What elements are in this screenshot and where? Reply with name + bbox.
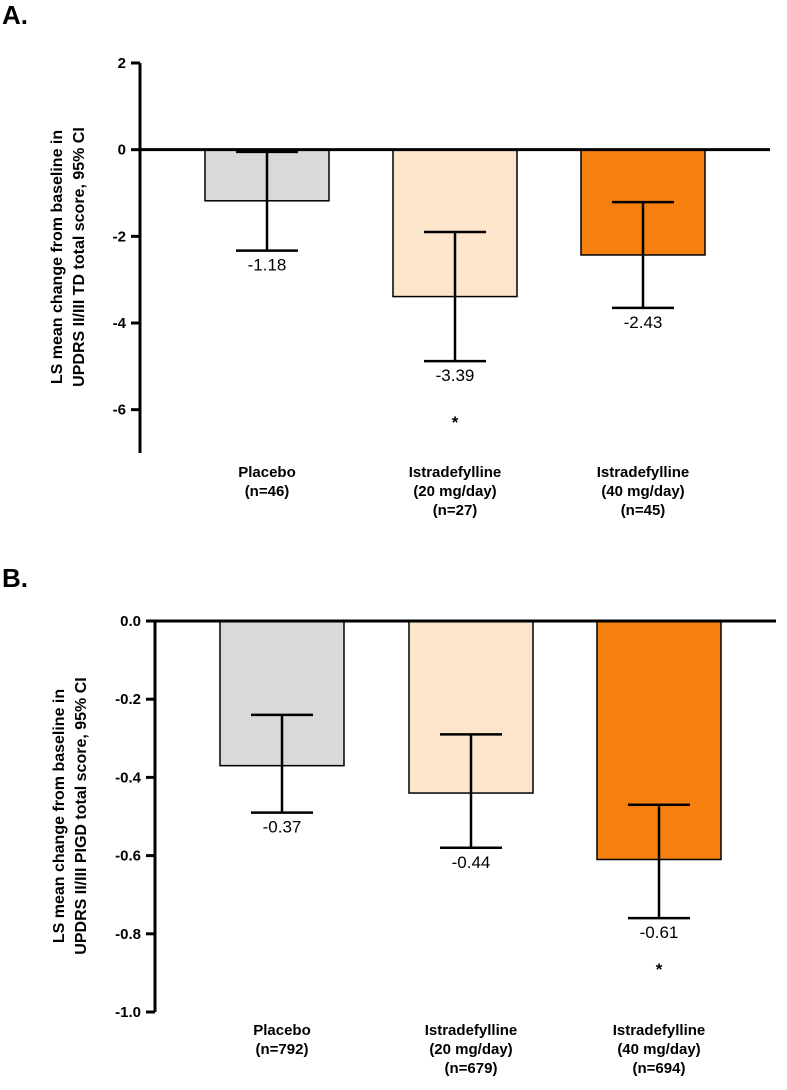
y-tick-label: -6 (113, 402, 126, 419)
significance-marker: * (452, 413, 459, 432)
error-bar-3 (628, 803, 690, 920)
data-label-3: -2.43 (624, 313, 663, 332)
x-category-label-line: Istradefylline (613, 1022, 706, 1039)
y-axis-label-line: UPDRS II/III PIGD total score, 95% CI (73, 677, 90, 954)
panel-label: B. (2, 563, 28, 593)
data-label-2: -3.39 (436, 366, 475, 385)
x-category-label-line: Placebo (238, 464, 296, 481)
y-tick-label: -0.6 (115, 848, 141, 865)
chart-panel-1: A. LS mean change from baseline in UPDRS I… (2, 0, 770, 519)
data-label-3: -0.61 (640, 923, 679, 942)
y-tick-label: -0.4 (115, 769, 142, 786)
x-category-label-2: Istradefylline (20 mg/day) (n=27) (409, 464, 502, 519)
x-category-label-line: (20 mg/day) (429, 1041, 512, 1058)
x-category-label-2: Istradefylline (20 mg/day) (n=679) (425, 1022, 518, 1077)
x-category-label-line: (n=792) (256, 1041, 309, 1058)
panel-label: A. (2, 0, 28, 30)
x-category-label-line: (n=45) (621, 502, 666, 519)
y-tick-label: -2 (113, 228, 126, 245)
y-tick-label: -4 (113, 315, 127, 332)
x-category-label-line: (n=27) (433, 502, 478, 519)
x-category-label-3: Istradefylline (40 mg/day) (n=45) (597, 464, 690, 519)
x-category-label-line: (40 mg/day) (617, 1041, 700, 1058)
error-bar-1 (251, 713, 313, 814)
y-tick-label: 0.0 (120, 613, 141, 630)
error-bar-1 (236, 150, 298, 252)
y-tick-label: 2 (118, 55, 126, 72)
y-tick-label: -0.2 (115, 691, 141, 708)
x-category-label-1: Placebo (n=792) (253, 1022, 311, 1058)
x-category-label-line: (n=46) (245, 483, 290, 500)
y-tick-label: 0 (118, 142, 126, 159)
x-category-label-line: (40 mg/day) (601, 483, 684, 500)
y-axis-label: LS mean change from baseline in UPDRS II/… (51, 677, 90, 954)
error-bar-2 (440, 733, 502, 850)
y-axis-label: LS mean change from baseline in UPDRS II/… (49, 127, 88, 387)
error-bar-3 (612, 200, 674, 310)
x-category-label-line: Placebo (253, 1022, 311, 1039)
x-category-label-line: (n=679) (445, 1060, 498, 1077)
chart-panel-2: B. LS mean change from baseline in UPDRS I… (2, 563, 776, 1077)
x-category-label-3: Istradefylline (40 mg/day) (n=694) (613, 1022, 706, 1077)
data-label-1: -0.37 (263, 818, 302, 837)
y-tick-label: -1.0 (115, 1004, 141, 1021)
y-axis-label-line: LS mean change from baseline in (51, 689, 68, 943)
y-axis-label-line: LS mean change from baseline in (49, 130, 66, 384)
x-category-label-line: (20 mg/day) (413, 483, 496, 500)
x-category-label-line: Istradefylline (409, 464, 502, 481)
x-category-label-1: Placebo (n=46) (238, 464, 296, 500)
x-category-label-line: (n=694) (633, 1060, 686, 1077)
significance-marker: * (656, 960, 663, 979)
x-category-label-line: Istradefylline (597, 464, 690, 481)
data-label-2: -0.44 (452, 853, 491, 872)
error-bar-2 (424, 230, 486, 363)
y-tick-label: -0.8 (115, 926, 141, 943)
y-axis-label-line: UPDRS II/III TD total score, 95% CI (71, 127, 88, 387)
data-label-1: -1.18 (248, 256, 287, 275)
x-category-label-line: Istradefylline (425, 1022, 518, 1039)
